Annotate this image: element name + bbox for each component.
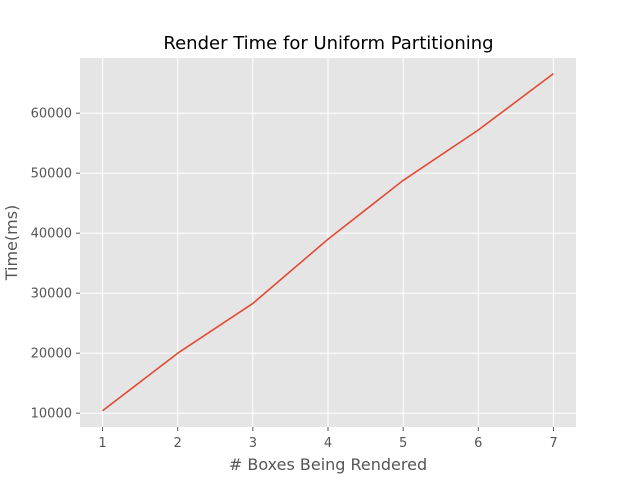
grid-lines bbox=[80, 58, 576, 427]
x-tick-label: 4 bbox=[324, 436, 332, 451]
x-tick-label: 2 bbox=[174, 436, 182, 451]
y-tick-label: 30000 bbox=[31, 287, 72, 302]
y-tick-label: 10000 bbox=[31, 407, 72, 422]
x-axis-label: # Boxes Being Rendered bbox=[229, 455, 427, 474]
x-tick-label: 5 bbox=[399, 436, 407, 451]
chart-title: Render Time for Uniform Partitioning bbox=[163, 33, 493, 54]
y-axis-label: Time(ms) bbox=[2, 205, 21, 282]
x-tick-label: 1 bbox=[98, 436, 106, 451]
series-group bbox=[102, 72, 554, 412]
y-tick-label: 50000 bbox=[31, 167, 72, 182]
y-tick-label: 60000 bbox=[31, 107, 72, 122]
series-line bbox=[102, 72, 554, 412]
x-tick-label: 6 bbox=[474, 436, 482, 451]
x-axis-ticks: 1 2 3 4 5 6 7 bbox=[98, 427, 558, 451]
y-tick-label: 40000 bbox=[31, 227, 72, 242]
x-tick-label: 3 bbox=[249, 436, 257, 451]
y-tick-label: 20000 bbox=[31, 347, 72, 362]
x-tick-label: 7 bbox=[549, 436, 557, 451]
y-axis-ticks: 10000 20000 30000 40000 50000 60000 bbox=[31, 107, 80, 422]
